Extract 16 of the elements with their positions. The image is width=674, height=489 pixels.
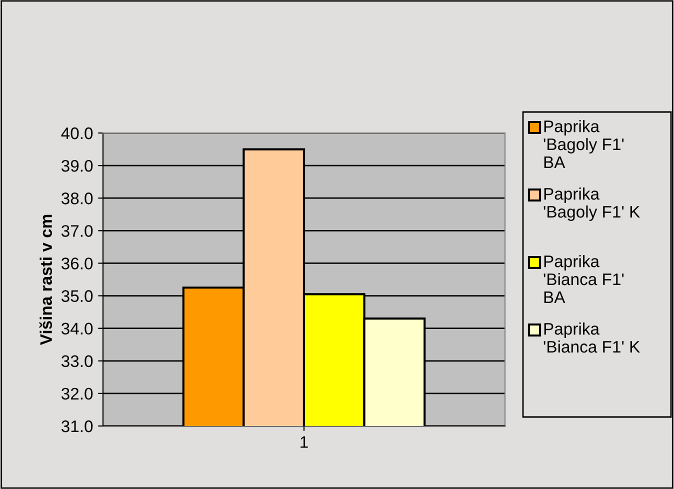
y-tick-label: 35.0	[61, 290, 93, 302]
legend-label: Paprika 'Bianca F1' K	[544, 322, 640, 353]
y-tick-label: 34.0	[61, 322, 93, 335]
legend-label: Paprika 'Bianca F1' BA	[544, 255, 624, 303]
legend-label: Paprika 'Bagoly F1' BA	[544, 120, 624, 168]
x-tick-label: 1	[300, 436, 308, 448]
y-tick-label: 31.0	[61, 420, 93, 432]
y-axis-title: Višina rasti v cm	[39, 214, 52, 346]
y-tick-label: 39.0	[61, 160, 93, 172]
y-tick-label: 36.0	[61, 258, 93, 270]
y-tick-label: 33.0	[61, 355, 93, 368]
y-tick-label: 37.0	[61, 225, 93, 237]
y-tick-label: 40.0	[61, 127, 93, 140]
legend-label: Paprika 'Bagoly F1' K	[544, 188, 640, 221]
y-tick-label: 32.0	[61, 388, 93, 400]
y-tick-label: 38.0	[61, 192, 93, 204]
